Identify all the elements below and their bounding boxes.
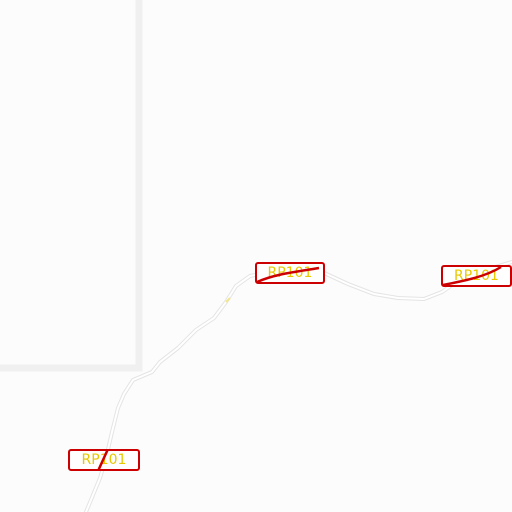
road-label-rp101: RP101 bbox=[255, 262, 325, 284]
road-label-rp101: RP101 bbox=[68, 449, 140, 471]
road-label-text: RP101 bbox=[454, 268, 499, 284]
boundary-line bbox=[0, 0, 143, 372]
road-label-rp101: RP101 bbox=[441, 265, 512, 287]
road-rp101-casing bbox=[84, 260, 512, 512]
minor-road-fragment bbox=[225, 297, 231, 303]
road-rp101 bbox=[85, 261, 512, 512]
road-label-text: RP101 bbox=[81, 452, 127, 468]
road-label-text: RP101 bbox=[267, 265, 313, 281]
